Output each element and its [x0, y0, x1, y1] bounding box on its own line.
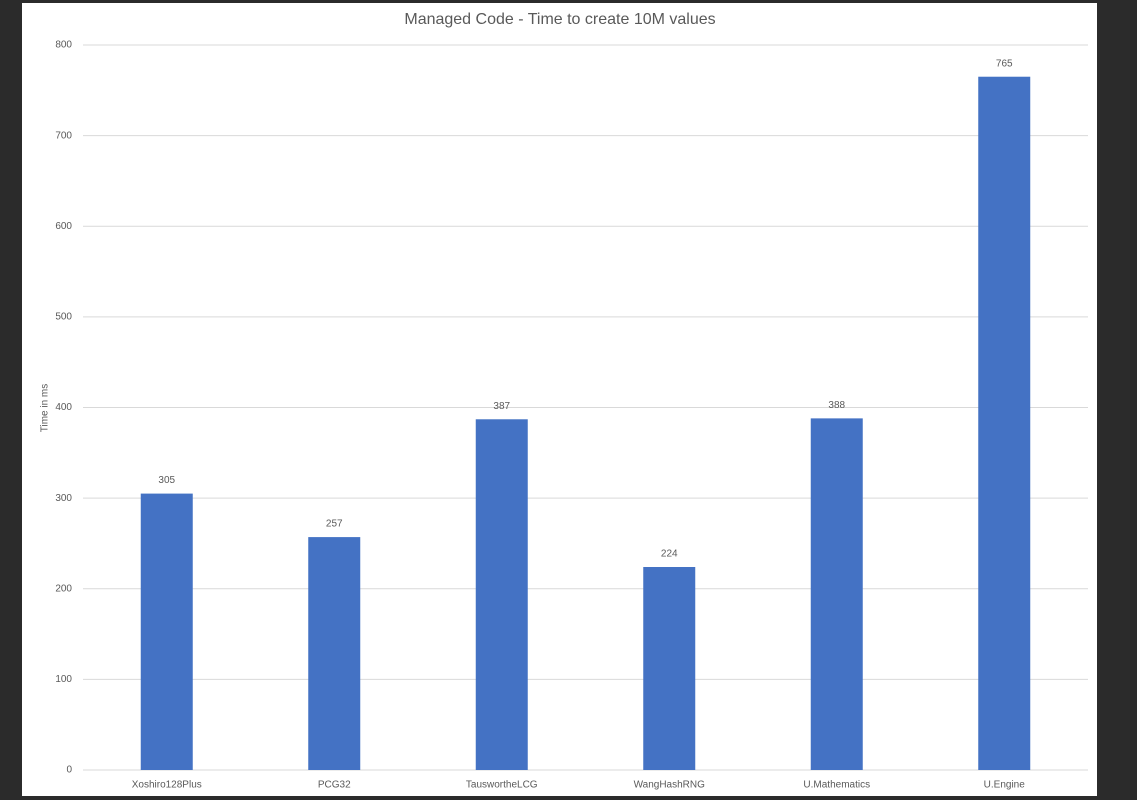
data-label: 257	[326, 519, 343, 530]
y-tick-label: 500	[55, 312, 72, 323]
bar	[643, 567, 696, 770]
y-tick-label: 200	[55, 583, 72, 594]
bar	[978, 76, 1031, 770]
y-tick-label: 0	[66, 765, 72, 776]
x-tick-label: WangHashRNG	[634, 780, 706, 791]
x-tick-label: Xoshiro128Plus	[132, 780, 202, 791]
bar	[308, 537, 361, 770]
x-tick-label: TauswortheLCG	[466, 780, 538, 791]
y-tick-label: 600	[55, 221, 72, 232]
y-tick-label: 100	[55, 674, 72, 685]
plot-area: 0 100 200 300 400 500 600 700 800 Xoshiro128Plus 3…	[55, 40, 1088, 791]
data-label: 224	[661, 549, 678, 560]
y-tick-label: 400	[55, 402, 72, 413]
y-axis-label: Time in ms	[40, 384, 51, 433]
x-tick-label: U.Engine	[984, 780, 1026, 791]
data-label: 387	[493, 401, 510, 412]
bar	[140, 493, 193, 770]
y-tick-label: 700	[55, 130, 72, 141]
chart-title: Managed Code - Time to create 10M values	[404, 11, 715, 28]
y-tick-label: 800	[55, 40, 72, 51]
y-tick-label: 300	[55, 493, 72, 504]
data-label: 305	[158, 475, 175, 486]
bar	[810, 418, 863, 770]
x-tick-label: PCG32	[318, 780, 351, 791]
data-label: 388	[828, 400, 845, 411]
data-label: 765	[996, 58, 1013, 69]
x-tick-label: U.Mathematics	[803, 780, 870, 791]
bar	[475, 419, 528, 770]
